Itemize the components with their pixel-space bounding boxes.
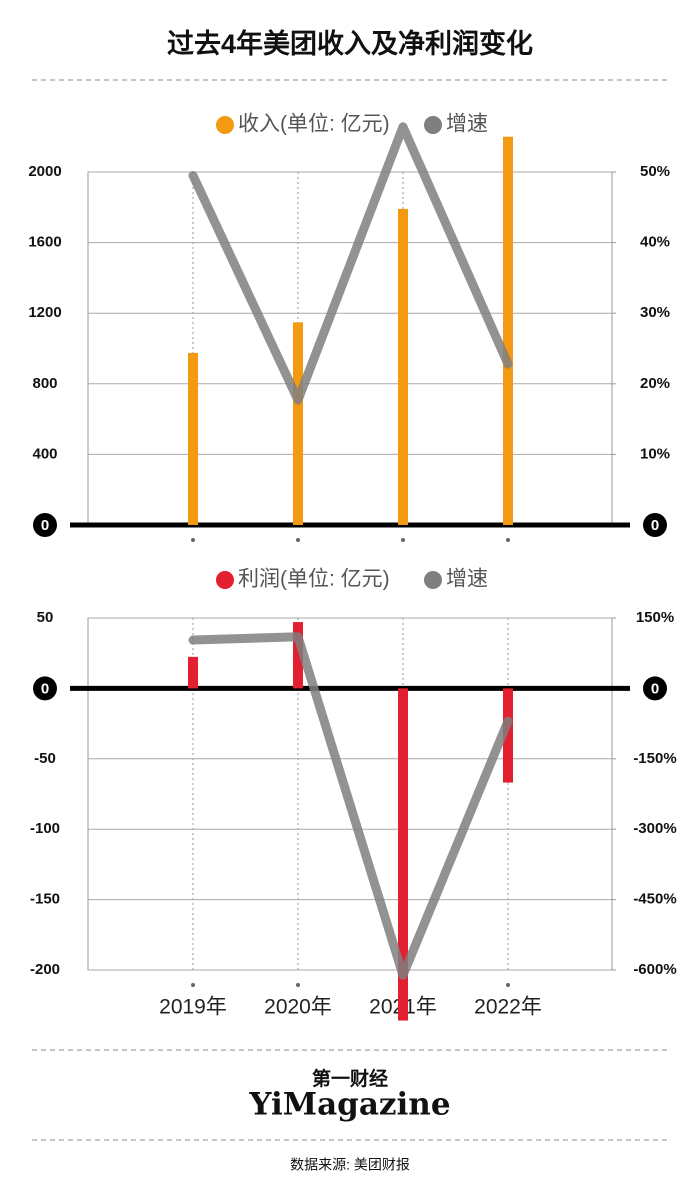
- source: 数据来源: 美团财报: [290, 1157, 410, 1173]
- y-tick-label: 0: [41, 680, 49, 697]
- zero-badge: [643, 513, 667, 537]
- y-tick-label: 1200: [28, 304, 61, 321]
- y-tick-label: -50: [34, 750, 56, 767]
- page-title: 过去4年美团收入及净利润变化: [167, 28, 533, 59]
- y-tick-label: 2000: [28, 163, 61, 180]
- legend-label: 增速: [446, 113, 488, 136]
- legend-label: 利润(单位: 亿元): [238, 568, 390, 591]
- legend-label: 收入(单位: 亿元): [238, 113, 390, 136]
- y-tick-label: 1600: [28, 234, 61, 251]
- legend-marker: [424, 116, 442, 134]
- y2-tick-label: -300%: [633, 820, 676, 837]
- x-tick-label: 2020年: [264, 996, 332, 1019]
- logo: YiMagazine: [248, 1087, 450, 1123]
- bar: [188, 352, 198, 525]
- category-dot: [191, 538, 195, 542]
- bar: [503, 136, 513, 525]
- x-tick-label: 2022年: [474, 996, 542, 1019]
- zero-badge: [643, 676, 667, 701]
- zero-badge: [33, 513, 57, 537]
- y-tick-label: 800: [32, 375, 57, 392]
- y2-tick-label: 10%: [640, 445, 670, 462]
- y2-tick-label: -150%: [633, 750, 676, 767]
- bar: [398, 688, 408, 1021]
- growth-line: [188, 632, 513, 980]
- y2-tick-label: 150%: [636, 609, 674, 626]
- legend-marker: [424, 571, 442, 589]
- bar: [293, 322, 303, 525]
- legend-marker: [216, 571, 234, 589]
- zero-badge: [33, 676, 57, 701]
- y-tick-label: 0: [651, 517, 659, 534]
- x-tick-label: 2019年: [159, 996, 227, 1019]
- category-dot: [296, 983, 300, 987]
- category-dot: [191, 983, 195, 987]
- y-tick-label: 50: [37, 609, 54, 626]
- y-tick-label: 400: [32, 445, 57, 462]
- y2-tick-label: 30%: [640, 304, 670, 321]
- category-dot: [401, 538, 405, 542]
- y2-tick-label: -450%: [633, 891, 676, 908]
- brand: 第一财经: [312, 1067, 388, 1090]
- growth-line: [188, 122, 513, 405]
- y2-tick-label: -600%: [633, 961, 676, 978]
- bar: [188, 656, 198, 689]
- bar: [503, 688, 513, 783]
- y-tick-label: 0: [41, 517, 49, 534]
- legend-marker: [216, 116, 234, 134]
- y2-tick-label: 40%: [640, 234, 670, 251]
- legend-label: 增速: [446, 568, 488, 591]
- bar: [293, 622, 303, 689]
- y-tick-label: -100: [30, 820, 60, 837]
- y2-tick-label: 50%: [640, 163, 670, 180]
- bar: [398, 208, 408, 526]
- y-tick-label: -150: [30, 891, 60, 908]
- y-tick-label: 0: [651, 680, 659, 697]
- y2-tick-label: 20%: [640, 375, 670, 392]
- category-dot: [506, 983, 510, 987]
- y-tick-label: -200: [30, 961, 60, 978]
- category-dot: [506, 538, 510, 542]
- category-dot: [296, 538, 300, 542]
